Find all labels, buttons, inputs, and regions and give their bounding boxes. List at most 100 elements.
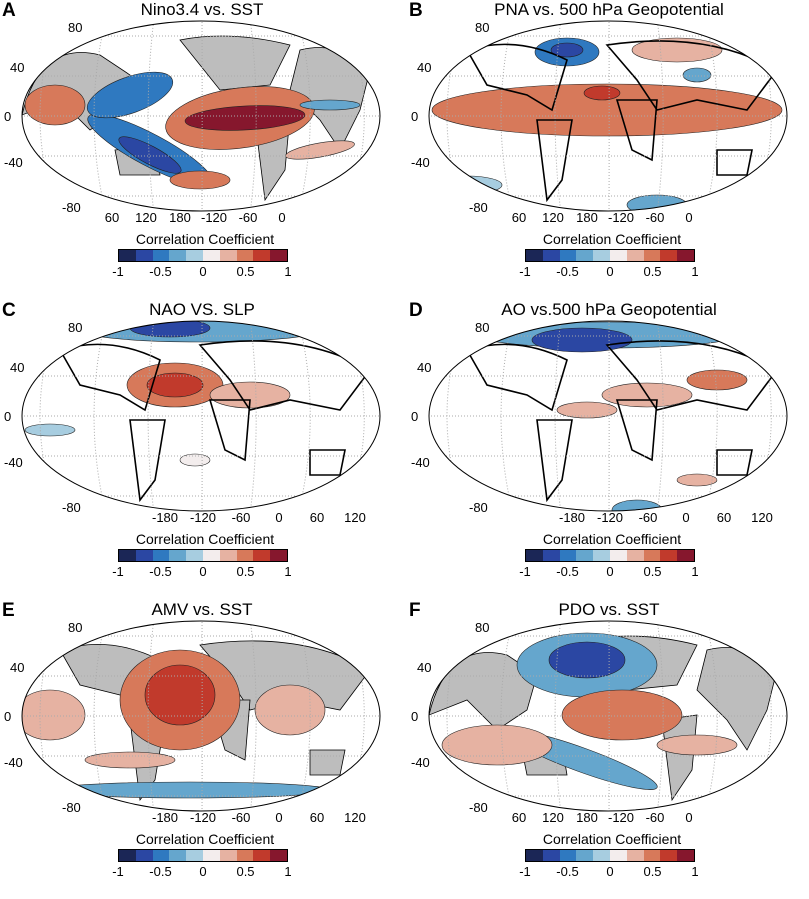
colorbar-bin xyxy=(236,550,254,561)
colorbar-bin xyxy=(119,850,136,861)
colorbar-tick-label: 1 xyxy=(691,564,699,579)
land xyxy=(309,749,346,776)
colorbar-bin xyxy=(559,550,577,561)
coastline xyxy=(605,40,779,111)
colorbar-bin xyxy=(202,250,220,261)
colorbar xyxy=(525,549,695,562)
colorbar-tick-label: 0 xyxy=(199,264,207,279)
lon-tick-label: 60 xyxy=(104,210,120,225)
colorbar-bin xyxy=(677,250,694,261)
lon-tick-label: 0 xyxy=(682,510,690,525)
colorbar-bin xyxy=(542,550,560,561)
colorbar-tick-label: -1 xyxy=(519,264,531,279)
lon-tick-label: 60 xyxy=(309,510,325,525)
lon-tick-label: 0 xyxy=(685,210,693,225)
correlation-contour xyxy=(556,401,618,419)
panel-f: F PDO vs. SST 80 40 0 -40 -80 60 120 180 -120 -60 0 C… xyxy=(407,600,809,899)
lat-tick-label: -40 xyxy=(4,455,23,470)
lat-tick-label: 80 xyxy=(475,20,490,35)
colorbar-bin xyxy=(186,850,203,861)
gridline xyxy=(147,21,156,211)
correlation-contour xyxy=(86,71,174,119)
colorbar-bin xyxy=(270,850,287,861)
colorbar-bin xyxy=(169,550,187,561)
colorbar xyxy=(118,849,288,862)
colorbar xyxy=(118,249,288,262)
lat-tick-label: 0 xyxy=(4,409,12,424)
correlation-contour xyxy=(84,751,176,769)
coastline xyxy=(208,399,251,462)
colorbar-bin xyxy=(169,250,187,261)
coastline xyxy=(129,419,166,503)
colorbar-bin xyxy=(609,550,627,561)
lon-tick-label: -60 xyxy=(645,210,665,225)
lat-tick-label: 0 xyxy=(4,709,12,724)
lon-tick-label: -60 xyxy=(238,210,258,225)
correlation-contour xyxy=(22,689,86,741)
lon-tick-label: -120 xyxy=(189,510,217,525)
colorbar-bin xyxy=(152,850,170,861)
lat-tick-label: 80 xyxy=(68,20,83,35)
lat-tick-label: 0 xyxy=(411,709,419,724)
correlation-contour xyxy=(583,85,621,101)
colorbar xyxy=(525,249,695,262)
coastline xyxy=(198,340,372,411)
colorbar-bin xyxy=(576,550,594,561)
gridline xyxy=(655,621,664,811)
colorbar-bin xyxy=(542,250,560,261)
correlation-contour xyxy=(179,453,211,467)
colorbar xyxy=(525,849,695,862)
coastline xyxy=(605,340,779,411)
colorbar-tick-label: 0.5 xyxy=(643,564,662,579)
colorbar-tick-label: -0.5 xyxy=(149,864,172,879)
colorbar-tick-label: 0 xyxy=(606,264,614,279)
map-border xyxy=(21,620,381,812)
panel-b: B PNA vs. 500 hPa Geopotential 80 40 0 -40 -80… xyxy=(407,0,809,300)
colorbar-bin xyxy=(236,850,254,861)
correlation-contour xyxy=(686,369,748,391)
lon-tick-label: 0 xyxy=(275,510,283,525)
colorbar-title: Correlation Coefficient xyxy=(135,831,275,847)
lon-tick-label: -60 xyxy=(645,810,665,825)
lon-tick-label: 180 xyxy=(576,810,598,825)
colorbar-title: Correlation Coefficient xyxy=(542,531,682,547)
panel-e: E AMV vs. SST 80 40 0 -40 -80 -180 -120 -60 0 60 120… xyxy=(0,600,404,899)
map xyxy=(21,20,381,212)
colorbar-bin xyxy=(576,850,594,861)
colorbar-bin xyxy=(576,250,594,261)
lon-tick-label: -120 xyxy=(596,510,624,525)
colorbar-tick-label: -1 xyxy=(112,564,124,579)
panel-label: D xyxy=(409,300,423,321)
lat-tick-label: -80 xyxy=(469,200,488,215)
lat-tick-label: 40 xyxy=(10,660,25,675)
map xyxy=(428,620,788,812)
gridline xyxy=(554,21,563,211)
correlation-contour xyxy=(144,664,216,726)
lat-tick-label: 80 xyxy=(475,320,490,335)
gridline xyxy=(248,321,257,511)
panel-title: AO vs.500 hPa Geopotential xyxy=(501,300,717,319)
colorbar-tick-label: 0 xyxy=(606,564,614,579)
lon-tick-label: -60 xyxy=(231,810,251,825)
coastline xyxy=(536,119,573,203)
correlation-contour xyxy=(676,473,718,487)
lat-tick-label: -40 xyxy=(4,155,23,170)
colorbar-tick-label: 1 xyxy=(284,264,292,279)
gridline xyxy=(554,321,563,511)
colorbar-bin xyxy=(660,550,678,561)
colorbar-title: Correlation Coefficient xyxy=(135,231,275,247)
lat-tick-label: 40 xyxy=(10,360,25,375)
lat-tick-label: -40 xyxy=(411,455,430,470)
lon-tick-label: -180 xyxy=(151,510,179,525)
colorbar-tick-label: 0.5 xyxy=(236,864,255,879)
lon-tick-label: 0 xyxy=(685,810,693,825)
map-border xyxy=(21,320,381,512)
colorbar-bin xyxy=(526,550,543,561)
colorbar-tick-label: -1 xyxy=(112,264,124,279)
colorbar-bin xyxy=(186,550,203,561)
correlation-contour xyxy=(550,42,584,58)
lon-tick-label: 0 xyxy=(275,810,283,825)
lon-tick-label: -120 xyxy=(200,210,228,225)
coastline xyxy=(615,99,658,162)
